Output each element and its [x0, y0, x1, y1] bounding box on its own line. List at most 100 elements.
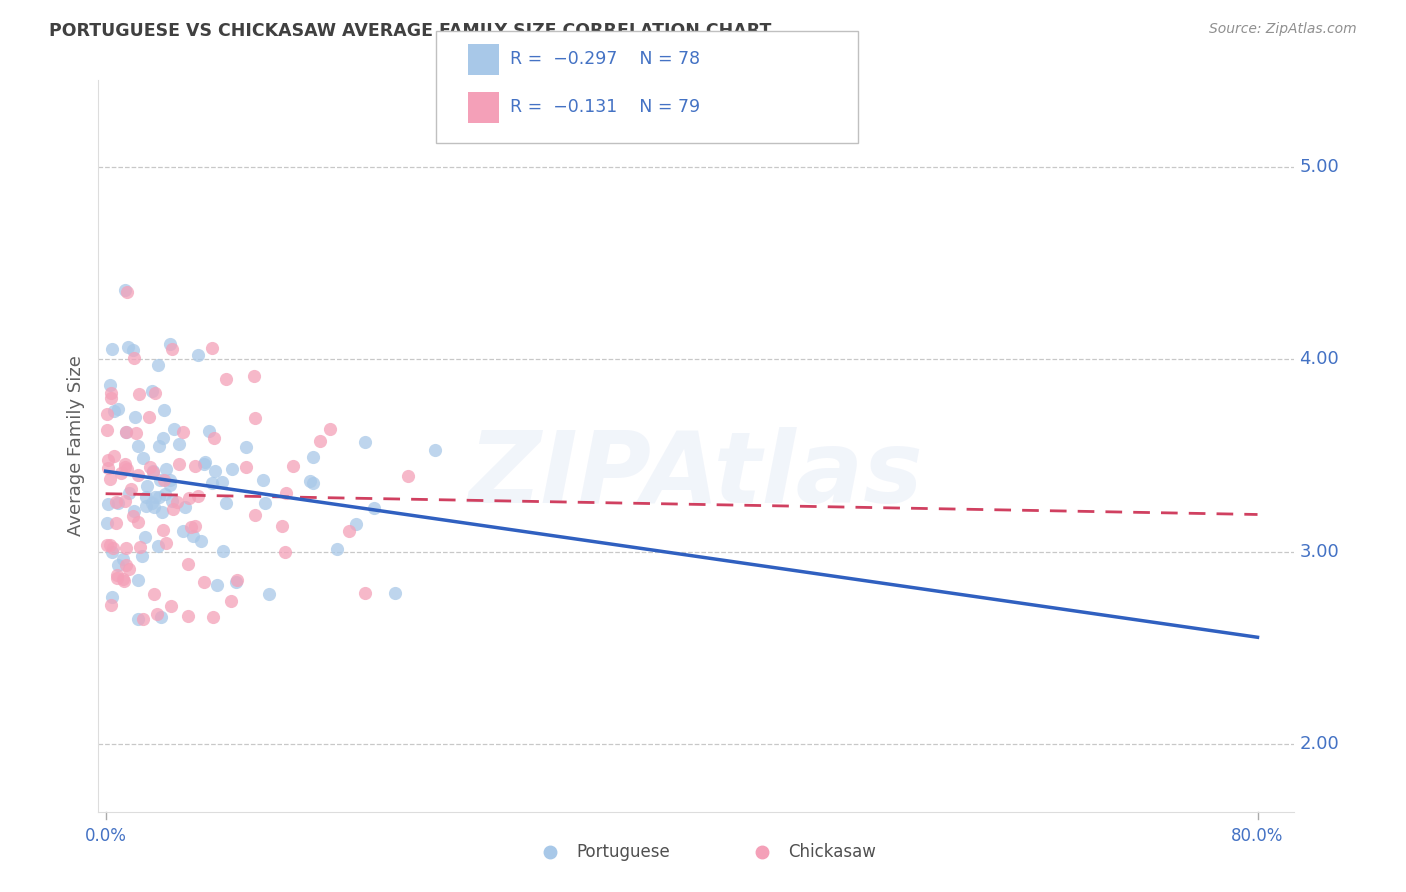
Point	[118, 486, 141, 500]
Point	[149, 473, 172, 487]
Point	[146, 607, 169, 621]
Point	[132, 450, 155, 465]
Point	[125, 426, 148, 441]
Point	[135, 499, 157, 513]
Point	[132, 612, 155, 626]
Point	[396, 469, 419, 483]
Point	[281, 459, 304, 474]
Point	[193, 574, 215, 589]
Point	[103, 404, 125, 418]
Point	[180, 520, 202, 534]
Point	[344, 516, 367, 531]
Point	[174, 500, 197, 514]
Point	[138, 409, 160, 424]
Point	[243, 508, 266, 522]
Point	[127, 467, 149, 482]
Point	[276, 485, 298, 500]
Point	[226, 573, 249, 587]
Point	[101, 342, 124, 356]
Point	[105, 516, 128, 531]
Point	[122, 504, 145, 518]
Point	[353, 435, 375, 450]
Point	[127, 573, 149, 587]
Point	[103, 449, 125, 463]
Point	[167, 437, 190, 451]
Point	[114, 457, 136, 471]
Point	[187, 348, 209, 362]
Point	[100, 391, 122, 405]
Point	[384, 586, 406, 600]
Point	[162, 343, 184, 357]
Point	[425, 443, 447, 458]
Point	[110, 466, 132, 480]
Point	[202, 610, 225, 624]
Point	[98, 377, 121, 392]
Point	[153, 473, 176, 487]
Point	[97, 460, 120, 475]
Point	[114, 494, 136, 508]
Point	[337, 524, 360, 539]
Point	[184, 458, 207, 473]
Point	[117, 340, 139, 354]
Point	[115, 541, 138, 555]
Point	[115, 425, 138, 439]
Text: 3.00: 3.00	[1299, 543, 1339, 561]
Point	[163, 421, 186, 435]
Point	[190, 533, 212, 548]
Point	[155, 536, 177, 550]
Point	[97, 452, 120, 467]
Point	[97, 497, 120, 511]
Point	[219, 594, 242, 608]
Point	[211, 544, 233, 558]
Point	[145, 385, 167, 400]
Point	[129, 540, 152, 554]
Point	[138, 459, 160, 474]
Point	[187, 489, 209, 503]
Point	[100, 385, 122, 400]
Point	[118, 562, 141, 576]
Point	[148, 440, 170, 454]
Point	[162, 501, 184, 516]
Point	[96, 423, 118, 437]
Point	[100, 472, 122, 486]
Point	[101, 545, 124, 559]
Point	[107, 496, 129, 510]
Point	[214, 496, 236, 510]
Point	[115, 285, 138, 299]
Point	[162, 494, 184, 508]
Point	[131, 549, 153, 564]
Point	[326, 541, 349, 556]
Point	[197, 424, 219, 438]
Point	[115, 425, 138, 440]
Point	[309, 434, 332, 449]
Point	[127, 612, 149, 626]
Point	[166, 495, 188, 509]
Point	[96, 538, 118, 552]
Point	[146, 358, 169, 372]
Point	[169, 458, 191, 472]
Point	[152, 524, 174, 538]
Point	[105, 495, 128, 509]
Text: ZIPAtlas: ZIPAtlas	[468, 426, 924, 524]
Point	[270, 519, 292, 533]
Point	[120, 482, 142, 496]
Text: 4.00: 4.00	[1299, 351, 1339, 368]
Point	[98, 538, 121, 552]
Point	[150, 506, 173, 520]
Point	[107, 402, 129, 417]
Point	[363, 501, 385, 516]
Text: Chickasaw: Chickasaw	[787, 843, 876, 861]
Point	[105, 572, 128, 586]
Point	[100, 598, 122, 612]
Point	[107, 568, 129, 582]
Point	[301, 476, 323, 491]
Point	[112, 572, 135, 586]
Text: 2.00: 2.00	[1299, 735, 1339, 754]
Point	[243, 368, 266, 383]
Point	[274, 544, 297, 558]
Text: 80.0%: 80.0%	[1232, 827, 1284, 845]
Point	[172, 425, 194, 439]
Point	[141, 384, 163, 399]
Point	[253, 496, 276, 510]
Point	[100, 590, 122, 604]
